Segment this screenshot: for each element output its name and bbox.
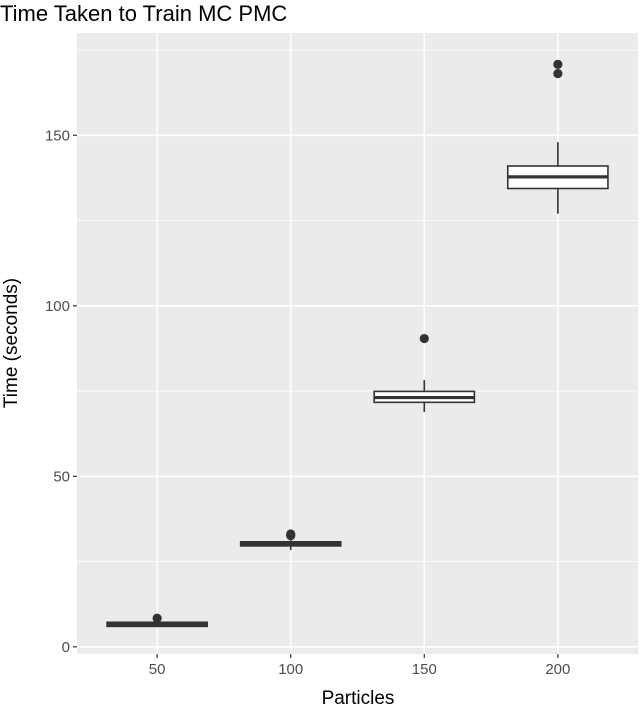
- box-50: [106, 613, 209, 628]
- y-axis: 0 50 100 150: [45, 127, 77, 656]
- outlier-point: [286, 529, 296, 539]
- outlier-point: [152, 613, 162, 623]
- x-tick-label: 200: [545, 661, 570, 678]
- y-tick-label: 150: [45, 127, 70, 144]
- gridlines: [77, 33, 638, 654]
- y-axis-label: Time (seconds): [1, 278, 22, 408]
- y-tick-label: 100: [45, 298, 70, 315]
- plot-panel: [77, 33, 638, 654]
- y-tick-label: 0: [62, 639, 70, 656]
- outlier-point: [419, 333, 429, 344]
- x-tick-label: 100: [278, 661, 303, 678]
- box-200: [506, 59, 609, 214]
- box-150: [373, 333, 476, 412]
- outlier-point: [553, 68, 563, 79]
- x-axis: 50 100 150 200: [149, 654, 570, 678]
- outlier-point: [553, 59, 563, 69]
- box-100: [239, 529, 342, 550]
- x-tick-label: 150: [412, 661, 437, 678]
- y-tick-label: 50: [53, 468, 70, 485]
- chart-title: Time Taken to Train MC PMC: [0, 1, 287, 26]
- x-tick-label: 50: [149, 661, 166, 678]
- x-axis-label: Particles: [322, 688, 395, 708]
- boxes: [106, 59, 609, 628]
